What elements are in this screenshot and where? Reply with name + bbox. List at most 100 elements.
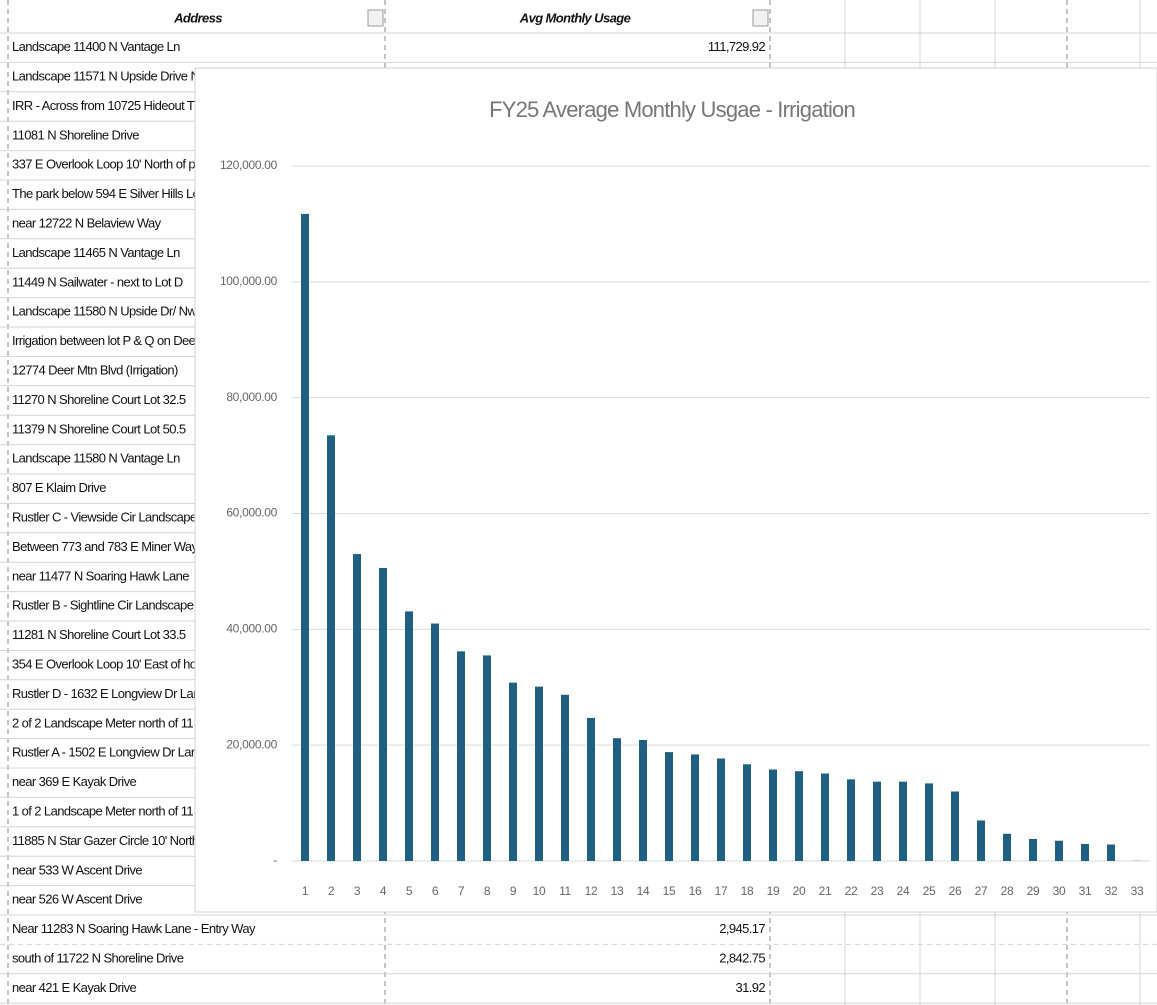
cell-usage: 2,842.75 [719,951,765,966]
column-header: Address [173,10,222,25]
filter-button[interactable] [367,9,384,27]
x-tick-label: 14 [637,884,650,898]
cell-address: 354 E Overlook Loop 10' East of ho [12,657,197,672]
bar [457,651,465,861]
cell-address: Landscape 11580 N Vantage Ln [12,451,180,466]
bar [353,554,361,861]
bar [561,694,569,861]
cell-address: 11885 N Star Gazer Circle 10' North [12,833,199,848]
bar [769,769,777,861]
y-tick-label: 120,000.00 [220,158,278,172]
x-tick-label: 25 [923,884,936,898]
x-tick-label: 9 [510,884,517,898]
cell-address: IRR - Across from 10725 Hideout T [12,98,195,113]
cell-address: Rustler C - Viewside Cir Landscape [12,510,197,525]
bar [1107,844,1115,861]
cell-address: south of 11722 N Shoreline Drive [12,951,184,966]
cell-address: Landscape 11571 N Upside Drive N [12,69,199,84]
bar [691,754,699,861]
x-tick-label: 11 [559,884,571,898]
cell-address: Between 773 and 783 E Miner Way [12,539,199,554]
cell-address: 12774 Deer Mtn Blvd (Irrigation) [12,363,178,378]
bar [509,682,517,861]
bar [1003,833,1011,861]
x-tick-label: 10 [533,884,546,898]
bar [639,739,647,861]
cell-address: 11270 N Shoreline Court Lot 32.5 [12,392,186,407]
x-tick-label: 19 [767,884,780,898]
bar [665,752,673,861]
bar [431,623,439,861]
y-tick-label: 80,000.00 [226,390,277,404]
y-tick-label: 100,000.00 [220,274,278,288]
x-tick-label: 33 [1131,884,1144,898]
cell-address: 11281 N Shoreline Court Lot 33.5 [12,627,186,642]
cell-address: 807 E Klaim Drive [12,480,106,495]
cell-address: Irrigation between lot P & Q on Dee [12,333,196,348]
cell-address: Rustler D - 1632 E Longview Dr Lar [12,686,198,701]
cell-address: 337 E Overlook Loop 10' North of p [12,157,195,172]
x-tick-label: 13 [611,884,624,898]
cell-address: 11379 N Shoreline Court Lot 50.5 [12,421,186,436]
chart: FY25 Average Monthly Usgae - Irrigation … [194,67,1157,913]
bar [717,758,725,861]
x-tick-label: 12 [585,884,598,898]
x-tick-label: 1 [302,884,309,898]
x-tick-label: 23 [871,884,884,898]
cell-address: Landscape 11400 N Vantage Ln [12,39,180,54]
cell-address: The park below 594 E Silver Hills Lo [12,186,200,201]
column-header: Avg Monthly Usage [519,10,631,25]
cell-address: near 421 E Kayak Drive [12,980,136,995]
x-tick-label: 28 [1001,884,1014,898]
y-tick-label: 20,000.00 [226,737,277,751]
bar [1029,838,1037,861]
cell-address: Rustler B - Sightline Cir Landscape [12,598,194,613]
cell-address: near 526 W Ascent Drive [12,892,142,907]
cell-address: Landscape 11580 N Upside Dr/ Nw [12,304,197,319]
x-tick-label: 21 [819,884,832,898]
bar [379,567,387,861]
x-tick-label: 24 [897,884,910,898]
cell-address: Rustler A - 1502 E Longview Dr Lar [12,745,196,760]
x-tick-label: 8 [484,884,491,898]
x-tick-label: 22 [845,884,858,898]
cell-address: near 533 W Ascent Drive [12,862,142,877]
x-tick-label: 15 [663,884,676,898]
bar [1055,840,1063,861]
cell-address: Near 11283 N Soaring Hawk Lane - Entry W… [12,921,256,936]
x-tick-label: 5 [406,884,413,898]
cell-usage: 2,945.17 [719,921,765,936]
bar [795,771,803,861]
bar [613,738,621,861]
cell-address: 11449 N Sailwater - next to Lot D [12,274,183,289]
x-tick-label: 2 [328,884,335,898]
x-tick-label: 31 [1079,884,1092,898]
bar [899,781,907,861]
x-tick-label: 29 [1027,884,1040,898]
bar [743,764,751,861]
bar [483,655,491,861]
bar [535,686,543,861]
cell-address: 2 of 2 Landscape Meter north of 11 [12,715,193,730]
bar [847,779,855,861]
bar [405,611,413,861]
bar [873,781,881,861]
x-tick-label: 30 [1053,884,1066,898]
x-tick-label: 18 [741,884,754,898]
chart-area[interactable] [194,67,1157,913]
bar [1081,843,1089,861]
bar [301,213,309,861]
cell-address: Landscape 11465 N Vantage Ln [12,245,180,260]
y-tick-label: 60,000.00 [226,506,277,520]
cell-address: near 369 E Kayak Drive [12,774,136,789]
filter-button[interactable] [752,9,769,27]
x-tick-label: 17 [715,884,728,898]
x-tick-label: 32 [1105,884,1118,898]
cell-address: near 12722 N Belaview Way [12,216,162,231]
x-tick-label: 27 [975,884,988,898]
cell-address: 11081 N Shoreline Drive [12,127,139,142]
bar [821,773,829,861]
y-tick-label: - [273,853,277,867]
